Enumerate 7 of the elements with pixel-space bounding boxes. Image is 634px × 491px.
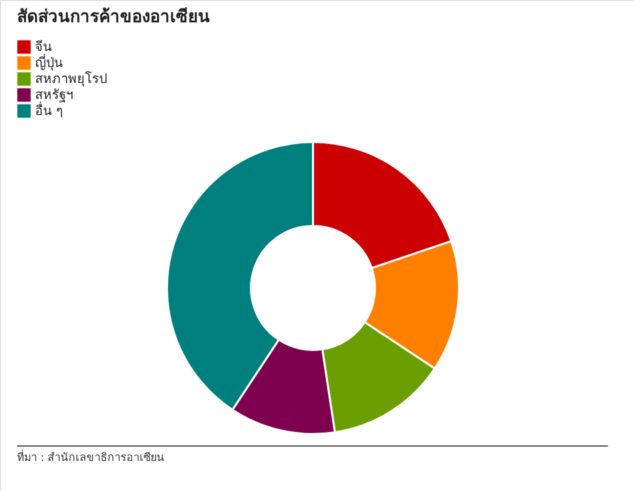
legend-label: อื่น ๆ — [35, 102, 64, 119]
legend-label: สหรัฐฯ — [35, 88, 73, 103]
legend-label: จีน — [35, 39, 52, 55]
legend-label: สหภาพยุโรป — [35, 71, 107, 87]
text: ที่มา : สำนักเลขาธิการอาเซียน — [17, 449, 165, 464]
chart-title: สัดส่วนการค้าของอาเซียน — [17, 6, 210, 27]
legend-label: ญี่ปุ่น — [35, 54, 63, 71]
